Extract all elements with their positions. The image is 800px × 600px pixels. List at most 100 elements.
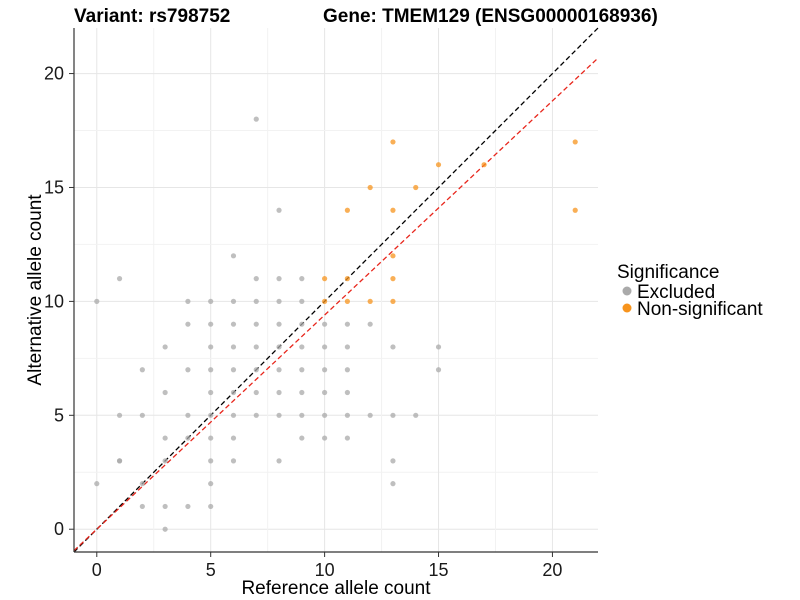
point-excluded [185,321,191,327]
point-excluded [276,389,282,396]
point-non-significant [435,162,442,168]
point-excluded [276,344,282,350]
point-excluded [344,321,350,327]
point-excluded [322,344,328,350]
legend-label: Excluded [637,282,715,303]
gene-title: Gene: TMEM129 (ENSG00000168936) [323,6,658,27]
point-excluded [162,435,168,441]
point-excluded [299,389,305,396]
point-excluded [367,412,373,418]
point-excluded [230,298,237,304]
point-excluded [208,503,214,510]
point-excluded [230,367,237,373]
point-excluded [139,481,145,487]
point-excluded [344,389,350,396]
point-excluded [208,412,214,418]
point-excluded [185,367,191,373]
point-excluded [276,458,282,464]
point-non-significant [322,298,328,304]
point-excluded [322,321,328,327]
point-excluded [322,435,328,441]
point-excluded [253,344,259,350]
fit-reference-line [73,57,599,552]
point-excluded [253,321,259,327]
point-non-significant [572,139,578,145]
point-non-significant [390,253,396,259]
point-excluded [344,344,350,350]
y-axis-label: Alternative allele count [25,194,46,386]
point-excluded [208,344,214,350]
point-excluded [139,367,145,373]
y-tick-label: 10 [44,291,64,311]
point-excluded [162,458,168,464]
legend-label: Non-significant [637,299,763,320]
point-excluded [230,435,237,441]
point-excluded [230,458,237,464]
point-excluded [162,503,168,510]
point-excluded [276,367,282,373]
legend-swatch [622,303,632,313]
point-non-significant [390,139,396,145]
x-tick-label: 0 [92,560,102,580]
point-excluded [208,321,214,327]
point-excluded [299,321,305,327]
grid-lines [74,28,598,552]
x-tick-label: 10 [315,560,335,580]
point-excluded [208,481,214,487]
point-excluded [253,276,259,282]
point-excluded [276,321,282,327]
y-tick-label: 0 [54,519,64,539]
point-excluded [253,367,259,373]
point-non-significant [367,184,373,191]
point-excluded [230,389,237,396]
point-non-significant [344,207,350,213]
point-excluded [185,412,191,418]
legend-swatch [622,286,632,296]
point-excluded [230,344,237,350]
point-non-significant [322,276,328,282]
point-excluded [185,298,191,304]
point-excluded [276,412,282,418]
point-excluded [299,276,305,282]
point-excluded [208,367,214,373]
identity-reference-line [73,27,599,553]
point-excluded [162,389,168,396]
point-excluded [299,344,305,350]
point-excluded [435,367,442,373]
point-excluded [208,389,214,396]
data-points [94,116,578,532]
y-tick-label: 20 [44,64,64,84]
point-excluded [162,526,168,532]
point-non-significant [390,298,396,304]
point-excluded [94,298,100,304]
point-excluded [208,298,214,304]
x-tick-label: 5 [206,560,216,580]
point-excluded [367,321,373,327]
x-axis-ticks: 0 5 10 15 20 [92,552,562,580]
point-excluded [435,344,442,350]
point-excluded [253,389,259,396]
y-axis-ticks: 0 5 10 15 20 [44,64,74,539]
point-non-significant [367,298,373,304]
point-excluded [299,435,305,441]
point-excluded [344,435,350,441]
point-excluded [139,412,145,418]
point-excluded [390,458,396,464]
point-excluded [276,276,282,282]
y-tick-label: 15 [44,177,64,197]
point-excluded [276,207,282,213]
point-excluded [390,481,396,487]
point-excluded [162,344,168,350]
x-tick-label: 20 [542,560,562,580]
point-non-significant [344,298,350,304]
point-excluded [185,435,191,441]
point-excluded [413,412,419,418]
point-excluded [253,412,259,418]
point-excluded [230,412,237,418]
point-excluded [322,412,328,418]
point-excluded [276,298,282,304]
point-non-significant [344,276,350,282]
point-excluded [299,367,305,373]
